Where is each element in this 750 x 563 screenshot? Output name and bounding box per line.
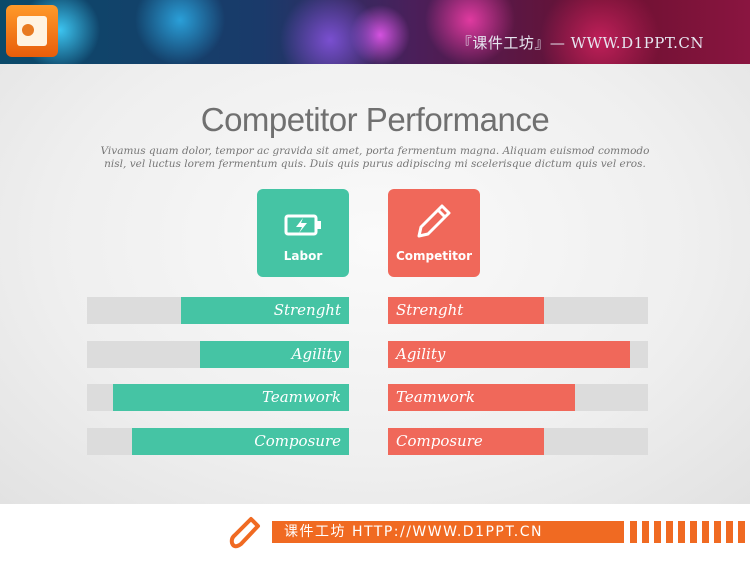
header-banner: 『课件工坊』— WWW.D1PPT.CN (0, 0, 750, 64)
competitor-bar-teamwork: Teamwork (388, 384, 576, 411)
labor-bar-agility: Agility (199, 341, 349, 368)
competitor-bar-agility: Agility (388, 341, 630, 368)
labor-card: Labor (257, 189, 349, 277)
competitor-card: Competitor (388, 189, 480, 277)
labor-bar-strenght: Strenght (181, 297, 349, 324)
subtitle-line: nisl, vel luctus lorem fermentum quis. D… (104, 158, 646, 170)
competitor-bar-composure: Composure (388, 428, 544, 455)
footer-stripes (630, 521, 750, 543)
subtitle-line: Vivamus quam dolor, tempor ac gravida si… (100, 145, 650, 157)
labor-bar-teamwork: Teamwork (113, 384, 349, 411)
header-text: 『课件工坊』— WWW.D1PPT.CN (456, 34, 704, 52)
powerpoint-logo-icon (6, 5, 58, 57)
labor-label: Labor (283, 249, 323, 263)
bar-track: Strenght (388, 297, 648, 324)
competitor-label: Competitor (395, 249, 473, 263)
bar-track: Agility (388, 341, 648, 368)
bar-track: Teamwork (388, 384, 648, 411)
labor-bar-composure: Composure (131, 428, 349, 455)
battery-charging-icon (284, 214, 321, 236)
competitor-bar-strenght: Strenght (388, 297, 544, 324)
bar-track: Agility (87, 341, 349, 368)
subtitle: Vivamus quam dolor, tempor ac gravida si… (0, 145, 750, 171)
footer-banner: 课件工坊 HTTP://WWW.D1PPT.CN (272, 521, 624, 543)
bar-track: Teamwork (87, 384, 349, 411)
page-title: Competitor Performance (200, 101, 550, 138)
pencil-icon (417, 204, 451, 238)
bar-track: Composure (388, 428, 648, 455)
pencil-icon (229, 517, 260, 549)
bar-track: Composure (87, 428, 349, 455)
bar-track: Strenght (87, 297, 349, 324)
